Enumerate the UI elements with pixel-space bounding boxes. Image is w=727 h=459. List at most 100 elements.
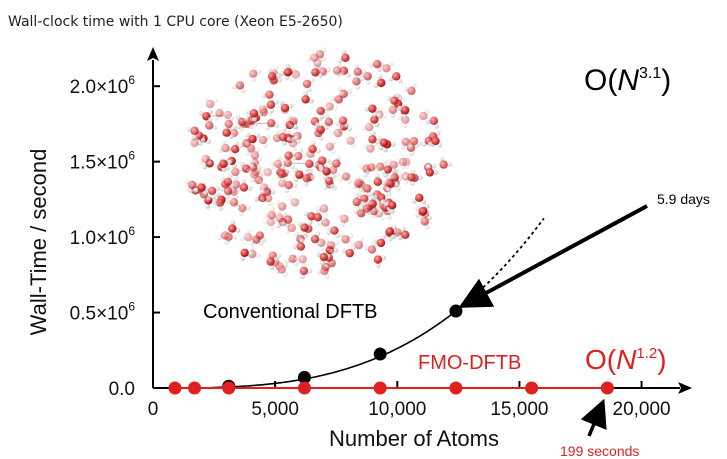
conventional-dftb-point bbox=[449, 304, 463, 318]
inset-hydrogen-atom bbox=[293, 167, 298, 173]
inset-oxygen-atom bbox=[248, 134, 257, 144]
inset-hydrogen-atom bbox=[269, 225, 275, 231]
inset-hydrogen-atom bbox=[426, 164, 431, 169]
x-tick-label: 5,000 bbox=[251, 399, 299, 420]
inset-hydrogen-atom bbox=[249, 159, 255, 164]
inset-hydrogen-atom bbox=[315, 231, 321, 237]
inset-hydrogen-atom bbox=[219, 186, 225, 192]
inset-oxygen-atom bbox=[219, 159, 228, 168]
fmo-dftb-point bbox=[600, 381, 614, 395]
inset-hydrogen-atom bbox=[366, 79, 371, 85]
inset-oxygen-atom bbox=[429, 116, 439, 126]
inset-hydrogen-atom bbox=[282, 212, 288, 217]
x-tick-label: 20,000 bbox=[613, 399, 671, 420]
inset-hydrogen-atom bbox=[347, 126, 352, 132]
inset-hydrogen-atom bbox=[375, 263, 381, 268]
inset-hydrogen-atom bbox=[320, 260, 326, 266]
inset-hydrogen-atom bbox=[276, 253, 282, 259]
conventional-dftb-fit-line bbox=[211, 310, 457, 389]
inset-oxygen-atom bbox=[252, 235, 261, 244]
inset-hydrogen-atom bbox=[402, 123, 408, 129]
inset-hydrogen-atom bbox=[226, 159, 232, 165]
inset-hydrogen-atom bbox=[381, 235, 386, 240]
inset-hydrogen-atom bbox=[411, 83, 417, 88]
inset-hydrogen-atom bbox=[411, 198, 417, 204]
inset-hydrogen-atom bbox=[341, 248, 347, 254]
inset-hydrogen-atom bbox=[371, 131, 376, 136]
inset-oxygen-atom bbox=[216, 198, 225, 207]
inset-hydrogen-atom bbox=[207, 160, 213, 166]
y-axis-arrowhead bbox=[147, 47, 159, 61]
fmo-dftb-point bbox=[297, 381, 311, 395]
y-axis-title: Wall-Time / second bbox=[26, 149, 51, 336]
inset-oxygen-atom bbox=[340, 214, 349, 224]
inset-hydrogen-atom bbox=[217, 148, 223, 154]
inset-hydrogen-atom bbox=[348, 233, 354, 239]
inset-hydrogen-atom bbox=[433, 170, 439, 175]
inset-hydrogen-atom bbox=[263, 213, 269, 219]
inset-oxygen-atom bbox=[388, 201, 397, 210]
inset-hydrogen-atom bbox=[234, 141, 240, 146]
inset-oxygen-atom bbox=[290, 198, 300, 207]
inset-hydrogen-atom bbox=[230, 220, 236, 226]
inset-oxygen-atom bbox=[365, 122, 374, 132]
inset-atoms bbox=[184, 47, 452, 280]
inset-hydrogen-atom bbox=[324, 113, 330, 119]
inset-hydrogen-atom bbox=[386, 214, 392, 220]
inset-oxygen-atom bbox=[302, 79, 312, 89]
inset-oxygen-atom bbox=[379, 138, 389, 147]
inset-hydrogen-atom bbox=[275, 200, 281, 205]
inset-hydrogen-atom bbox=[293, 124, 298, 130]
inset-hydrogen-atom bbox=[202, 164, 208, 170]
inset-oxygen-atom bbox=[385, 227, 395, 236]
inset-hydrogen-atom bbox=[248, 124, 254, 130]
inset-hydrogen-atom bbox=[227, 174, 233, 179]
inset-hydrogen-atom bbox=[254, 196, 260, 202]
inset-hydrogen-atom bbox=[207, 109, 213, 115]
inset-oxygen-atom bbox=[401, 105, 410, 115]
inset-hydrogen-atom bbox=[424, 108, 430, 114]
inset-oxygen-atom bbox=[301, 95, 310, 104]
inset-hydrogen-atom bbox=[338, 176, 343, 182]
inset-oxygen-atom bbox=[334, 95, 343, 104]
inset-hydrogen-atom bbox=[336, 62, 342, 68]
inset-hydrogen-atom bbox=[248, 251, 254, 256]
inset-hydrogen-atom bbox=[389, 208, 395, 214]
inset-oxygen-atom bbox=[320, 266, 329, 276]
inset-hydrogen-atom bbox=[390, 113, 396, 119]
inset-oxygen-atom bbox=[373, 59, 382, 69]
inset-hydrogen-atom bbox=[294, 256, 300, 262]
inset-hydrogen-atom bbox=[231, 163, 237, 169]
inset-hydrogen-atom bbox=[193, 187, 199, 193]
inset-hydrogen-atom bbox=[225, 194, 231, 200]
inset-oxygen-atom bbox=[398, 157, 408, 167]
inset-hydrogen-atom bbox=[269, 165, 275, 171]
inset-hydrogen-atom bbox=[339, 71, 345, 77]
inset-hydrogen-atom bbox=[318, 73, 323, 78]
inset-hydrogen-atom bbox=[240, 256, 246, 261]
inset-hydrogen-atom bbox=[361, 125, 366, 131]
inset-oxygen-atom bbox=[367, 245, 377, 254]
inset-hydrogen-atom bbox=[267, 184, 273, 189]
inset-hydrogen-atom bbox=[238, 166, 244, 172]
inset-oxygen-atom bbox=[326, 241, 336, 250]
inset-hydrogen-atom bbox=[402, 113, 407, 119]
inset-hydrogen-atom bbox=[291, 155, 297, 161]
inset-oxygen-atom bbox=[305, 159, 314, 168]
inset-hydrogen-atom bbox=[418, 175, 423, 181]
x-tick-label: 15,000 bbox=[490, 399, 548, 420]
inset-hydrogen-atom bbox=[377, 136, 382, 142]
inset-hydrogen-atom bbox=[437, 142, 443, 148]
inset-hydrogen-atom bbox=[310, 140, 316, 146]
inset-hydrogen-atom bbox=[341, 49, 347, 55]
inset-oxygen-atom bbox=[360, 194, 369, 203]
inset-oxygen-atom bbox=[310, 53, 319, 62]
inset-hydrogen-atom bbox=[221, 167, 227, 173]
inset-hydrogen-atom bbox=[403, 179, 409, 185]
inset-hydrogen-atom bbox=[360, 176, 366, 181]
inset-hydrogen-atom bbox=[324, 273, 330, 279]
inset-hydrogen-atom bbox=[329, 248, 335, 254]
inset-oxygen-atom bbox=[401, 137, 411, 146]
inset-hydrogen-atom bbox=[225, 199, 231, 205]
